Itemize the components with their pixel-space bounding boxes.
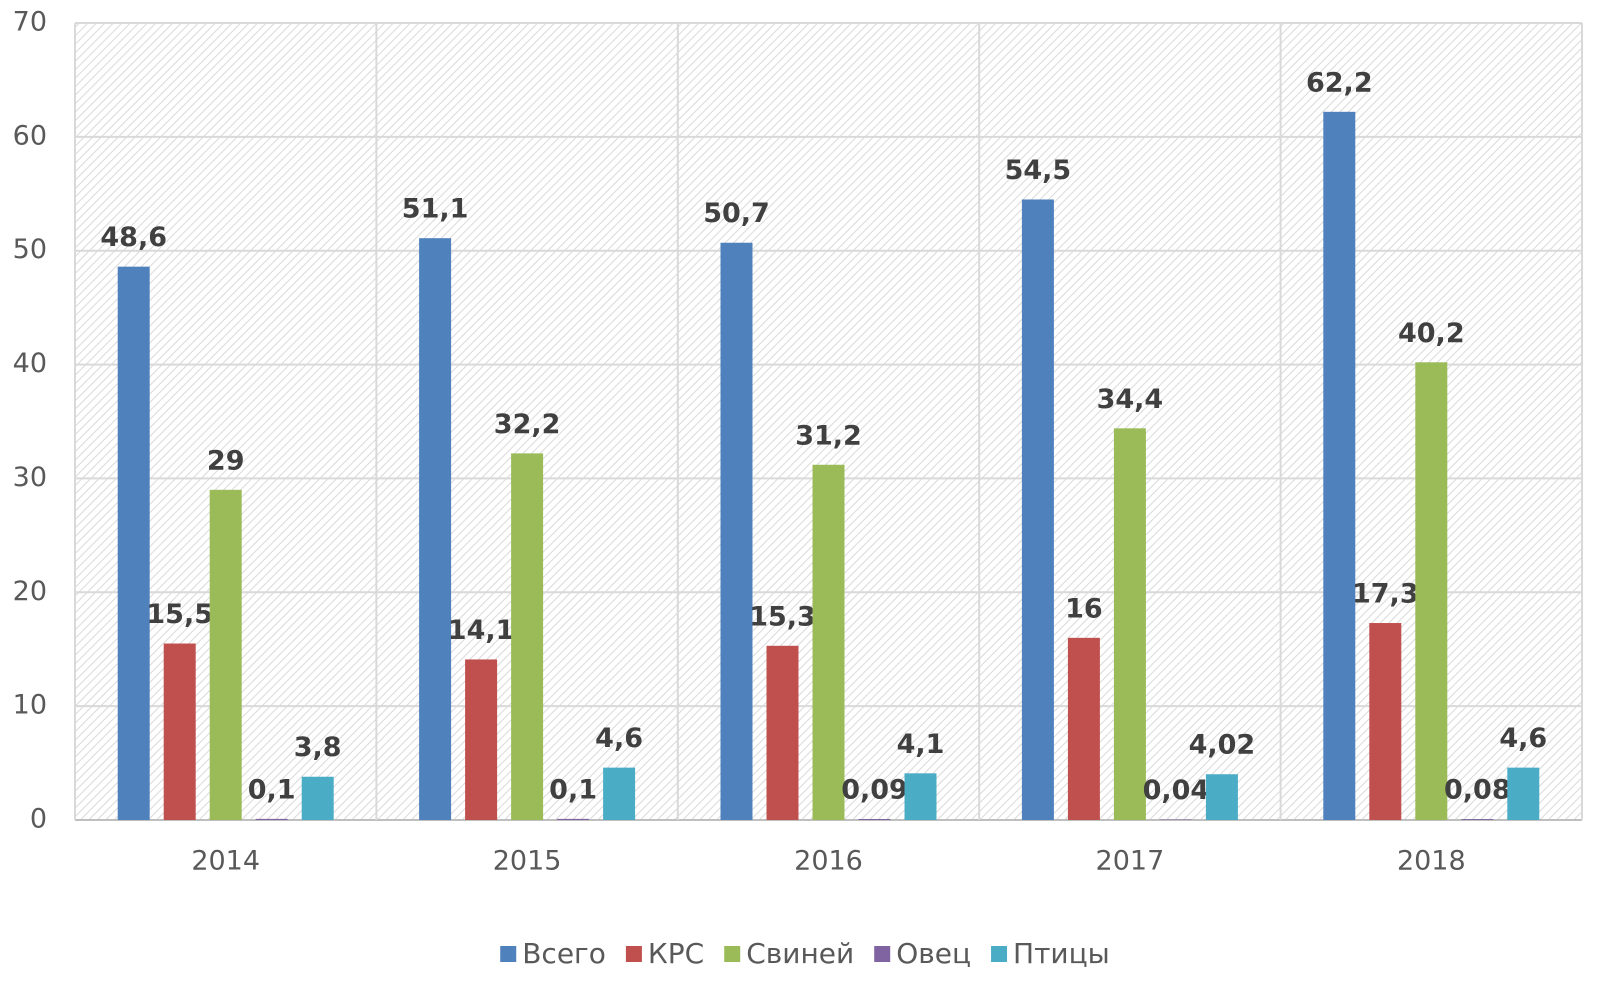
bar xyxy=(465,659,498,820)
data-label: 4,1 xyxy=(897,729,945,760)
bar xyxy=(163,643,196,820)
legend-label: Овец xyxy=(896,937,971,970)
x-tick-label: 2018 xyxy=(1397,846,1466,877)
bar xyxy=(1369,623,1402,820)
legend-swatch xyxy=(500,946,517,962)
data-label: 29 xyxy=(207,445,245,476)
bar xyxy=(1415,362,1448,820)
data-label: 51,1 xyxy=(402,194,469,225)
legend-label: Всего xyxy=(522,937,606,970)
data-label: 0,08 xyxy=(1444,775,1511,806)
bar xyxy=(1205,774,1238,820)
y-tick-label: 50 xyxy=(13,234,47,265)
bar xyxy=(255,818,288,820)
y-tick-label: 10 xyxy=(13,690,47,721)
data-label: 4,02 xyxy=(1189,730,1256,761)
bar xyxy=(511,453,544,820)
y-tick-label: 60 xyxy=(13,120,47,151)
legend-swatch xyxy=(625,946,642,962)
y-tick-label: 0 xyxy=(30,804,47,835)
bar xyxy=(1507,767,1540,820)
data-label: 14,1 xyxy=(448,615,515,646)
data-label: 48,6 xyxy=(100,222,167,253)
bar xyxy=(1323,111,1356,820)
data-label: 15,3 xyxy=(749,601,816,632)
x-tick-label: 2014 xyxy=(191,846,260,877)
bar xyxy=(209,489,242,820)
bar xyxy=(603,767,636,820)
data-label: 31,2 xyxy=(795,420,862,451)
data-label: 54,5 xyxy=(1005,155,1072,186)
legend-label: КРС xyxy=(648,937,704,970)
data-label: 40,2 xyxy=(1398,318,1465,349)
x-tick-label: 2017 xyxy=(1096,846,1165,877)
data-label: 0,1 xyxy=(549,774,597,805)
data-label: 17,3 xyxy=(1352,579,1419,610)
bar xyxy=(301,776,334,820)
bar xyxy=(904,773,937,820)
data-label: 16 xyxy=(1065,593,1103,624)
data-label: 4,6 xyxy=(1499,723,1547,754)
bar xyxy=(720,242,753,821)
data-label: 3,8 xyxy=(294,732,342,763)
bar xyxy=(812,464,845,820)
bar xyxy=(557,818,590,820)
data-label: 0,09 xyxy=(841,774,908,805)
data-label: 4,6 xyxy=(595,723,643,754)
legend-label: Птицы xyxy=(1013,937,1110,970)
data-label: 0,1 xyxy=(248,774,296,805)
legend-label: Свиней xyxy=(746,937,854,970)
x-tick-label: 2015 xyxy=(493,846,562,877)
legend-swatch xyxy=(874,946,891,962)
data-label: 0,04 xyxy=(1143,775,1210,806)
y-tick-label: 40 xyxy=(13,348,47,379)
y-tick-label: 30 xyxy=(13,462,47,493)
data-label: 50,7 xyxy=(703,198,770,229)
bar xyxy=(1461,819,1494,820)
bar xyxy=(1113,428,1146,820)
bar xyxy=(1021,199,1054,820)
bar xyxy=(419,238,452,820)
y-tick-label: 20 xyxy=(13,576,47,607)
data-label: 15,5 xyxy=(146,599,213,630)
bar xyxy=(1067,637,1100,820)
bar xyxy=(117,266,150,820)
legend-swatch xyxy=(991,946,1008,962)
bar xyxy=(766,645,799,820)
data-label: 34,4 xyxy=(1097,384,1164,415)
data-label: 62,2 xyxy=(1306,67,1373,98)
data-label: 32,2 xyxy=(494,409,561,440)
legend-swatch xyxy=(724,946,741,962)
y-tick-label: 70 xyxy=(13,7,47,38)
x-tick-label: 2016 xyxy=(794,846,863,877)
bar xyxy=(858,818,891,820)
